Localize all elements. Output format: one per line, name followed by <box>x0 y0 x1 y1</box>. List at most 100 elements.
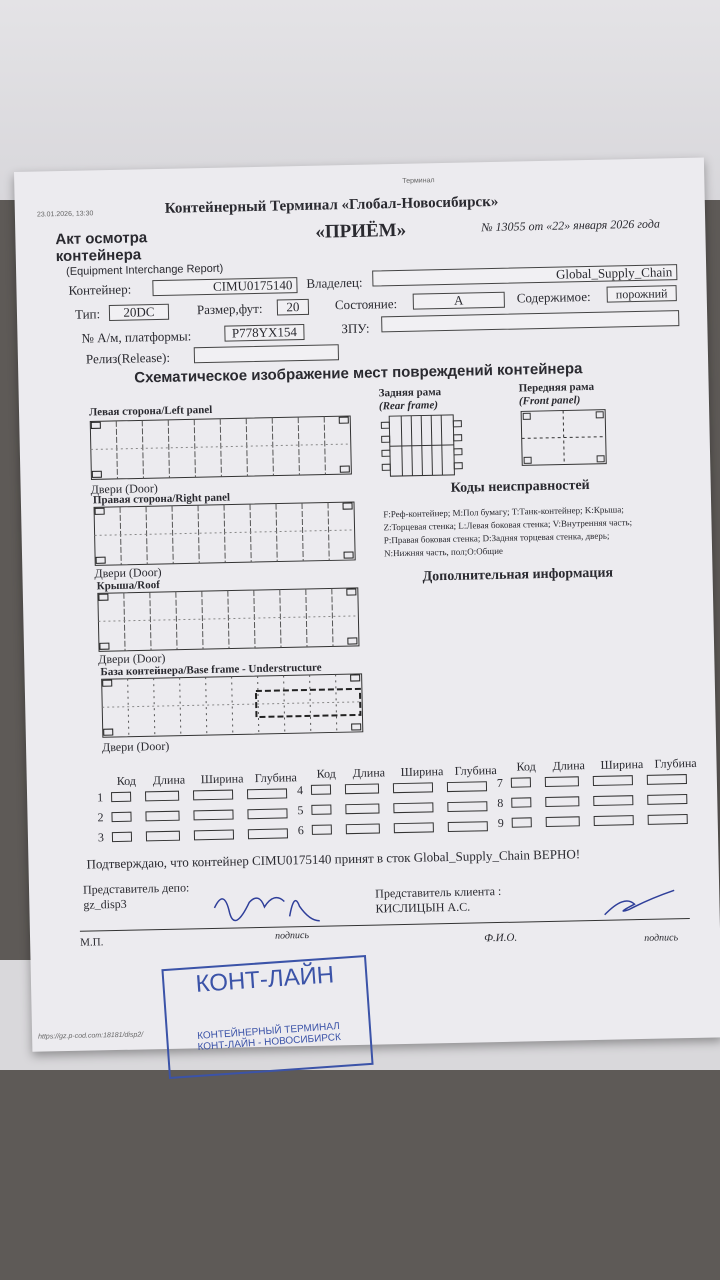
damage-cell-depth <box>447 801 488 813</box>
damage-cell-length <box>544 776 579 788</box>
rear-frame-label-en: (Rear frame) <box>378 399 439 413</box>
left-panel-label: Левая сторона/Left panel <box>88 403 213 419</box>
damage-row-number: 2 <box>97 810 104 825</box>
schema-title: Схематическое изображение мест поврежден… <box>134 360 583 387</box>
company-stamp: КОНТ-ЛАЙН КОНТЕЙНЕРНЫЙ ТЕРМИНАЛ КОНТ-ЛАЙ… <box>161 954 374 1080</box>
damage-cell-code <box>111 811 132 823</box>
damage-cell-code <box>511 817 532 828</box>
size-field: 20 <box>276 298 310 316</box>
damage-cell-code <box>111 791 132 803</box>
damage-cell-depth <box>446 781 488 793</box>
damage-header: Ширина <box>200 771 244 787</box>
damage-header: Длина <box>552 758 586 773</box>
damage-cell-code <box>311 824 332 835</box>
damage-cell-length <box>345 803 380 815</box>
size-label: Размер,фут: <box>196 300 263 318</box>
depot-rep-label: Представитель депо: <box>82 880 190 897</box>
damage-cell-depth <box>646 774 687 785</box>
damage-cell-length <box>345 823 380 835</box>
damage-cell-depth <box>447 821 488 833</box>
damage-row-number: 8 <box>497 795 504 811</box>
signature-line <box>79 918 690 932</box>
front-frame-label-en: (Front panel) <box>518 394 581 408</box>
contents-field: порожний <box>606 285 677 303</box>
damage-header: Длина <box>152 772 186 788</box>
left-panel-diagram <box>89 415 352 480</box>
owner-field: Global_Supply_Chain <box>372 264 678 287</box>
depot-rep-name: gz_disp3 <box>83 896 127 912</box>
release-label: Релиз(Release): <box>85 349 171 367</box>
container-label: Контейнер: <box>68 281 132 298</box>
front-frame-label: Передняя рама <box>518 380 595 395</box>
damage-cell-length <box>545 816 580 828</box>
state-label: Состояние: <box>334 296 398 313</box>
damage-row-number: 5 <box>297 803 304 818</box>
roof-diagram <box>97 587 360 652</box>
printed-at: 23.01.2026, 13:30 <box>36 210 94 219</box>
damage-cell-width <box>192 789 234 801</box>
act-title-2: контейнера <box>55 246 142 266</box>
fio-label: Ф.И.О. <box>484 931 518 945</box>
damage-row-number: 1 <box>96 790 104 805</box>
vehicle-label: № А/м, платформы: <box>81 328 192 346</box>
damage-cell-length <box>145 810 180 822</box>
extra-info-title: Дополнительная информация <box>422 565 614 585</box>
owner-label: Владелец: <box>306 274 363 291</box>
act-subtitle: (Equipment Interchange Report) <box>65 262 224 278</box>
damage-cell-depth <box>247 808 288 820</box>
document-page: 23.01.2026, 13:30 Терминал Контейнерный … <box>14 157 720 1052</box>
damage-row-number: 9 <box>497 815 504 831</box>
damage-cell-width <box>393 802 434 814</box>
damage-row-number: 7 <box>496 775 504 791</box>
damage-header: Длина <box>352 765 386 781</box>
client-rep-name: КИСЛИЦЫН А.С. <box>375 899 471 916</box>
damage-cell-code <box>111 831 133 843</box>
type-field: 20DC <box>108 303 170 322</box>
damage-cell-depth <box>247 828 289 840</box>
damage-row-number: 3 <box>97 830 105 845</box>
damage-row-number: 6 <box>297 823 304 838</box>
seal-label: ЗПУ: <box>341 320 370 337</box>
damage-header: Глубина <box>654 755 697 771</box>
right-panel-diagram <box>93 501 356 566</box>
act-title: Акт осмотра <box>55 229 148 249</box>
damage-cell-depth <box>647 814 688 825</box>
damage-cell-code <box>310 784 332 795</box>
damage-cell-length <box>145 790 180 802</box>
terminal-name: Контейнерный Терминал «Глобал-Новосибирс… <box>164 193 499 217</box>
damage-header: Код <box>316 766 336 781</box>
damage-cell-width <box>193 829 235 841</box>
state-field: A <box>412 291 505 310</box>
damage-cell-width <box>592 775 633 787</box>
damage-cell-width <box>393 822 434 834</box>
codes-title: Коды неисправностей <box>450 478 590 496</box>
depot-signature <box>213 896 320 922</box>
damage-cell-code <box>511 797 532 808</box>
damage-cell-code <box>510 777 531 788</box>
base-frame-diagram <box>101 673 364 738</box>
damage-header: Глубина <box>454 763 497 778</box>
damage-cell-length <box>545 796 580 808</box>
damage-cell-width <box>593 815 634 827</box>
front-frame-diagram <box>520 409 607 466</box>
damage-cell-depth <box>246 788 288 800</box>
rear-frame-label: Задняя рама <box>378 386 442 400</box>
damage-header: Глубина <box>254 770 298 786</box>
client-sign-label: подпись <box>644 932 679 944</box>
vehicle-field: P778YX154 <box>224 323 305 342</box>
damage-header: Код <box>116 773 137 788</box>
release-field <box>193 344 340 364</box>
doc-number: № 13055 от «22» января 2026 года <box>481 216 661 235</box>
client-signature <box>604 889 675 916</box>
seal-field <box>381 310 680 333</box>
damage-header: Ширина <box>400 764 444 780</box>
contents-label: Содержимое: <box>516 288 591 306</box>
damage-cell-depth <box>647 794 688 805</box>
damage-cell-length <box>145 830 181 842</box>
client-rep-label: Представитель клиента : <box>375 883 502 901</box>
rear-frame-diagram <box>380 414 463 477</box>
damage-header: Ширина <box>600 756 644 772</box>
door-label-base: Двери (Door) <box>101 738 170 755</box>
type-label: Тип: <box>74 306 101 322</box>
depot-sign-label: подпись <box>274 929 310 942</box>
